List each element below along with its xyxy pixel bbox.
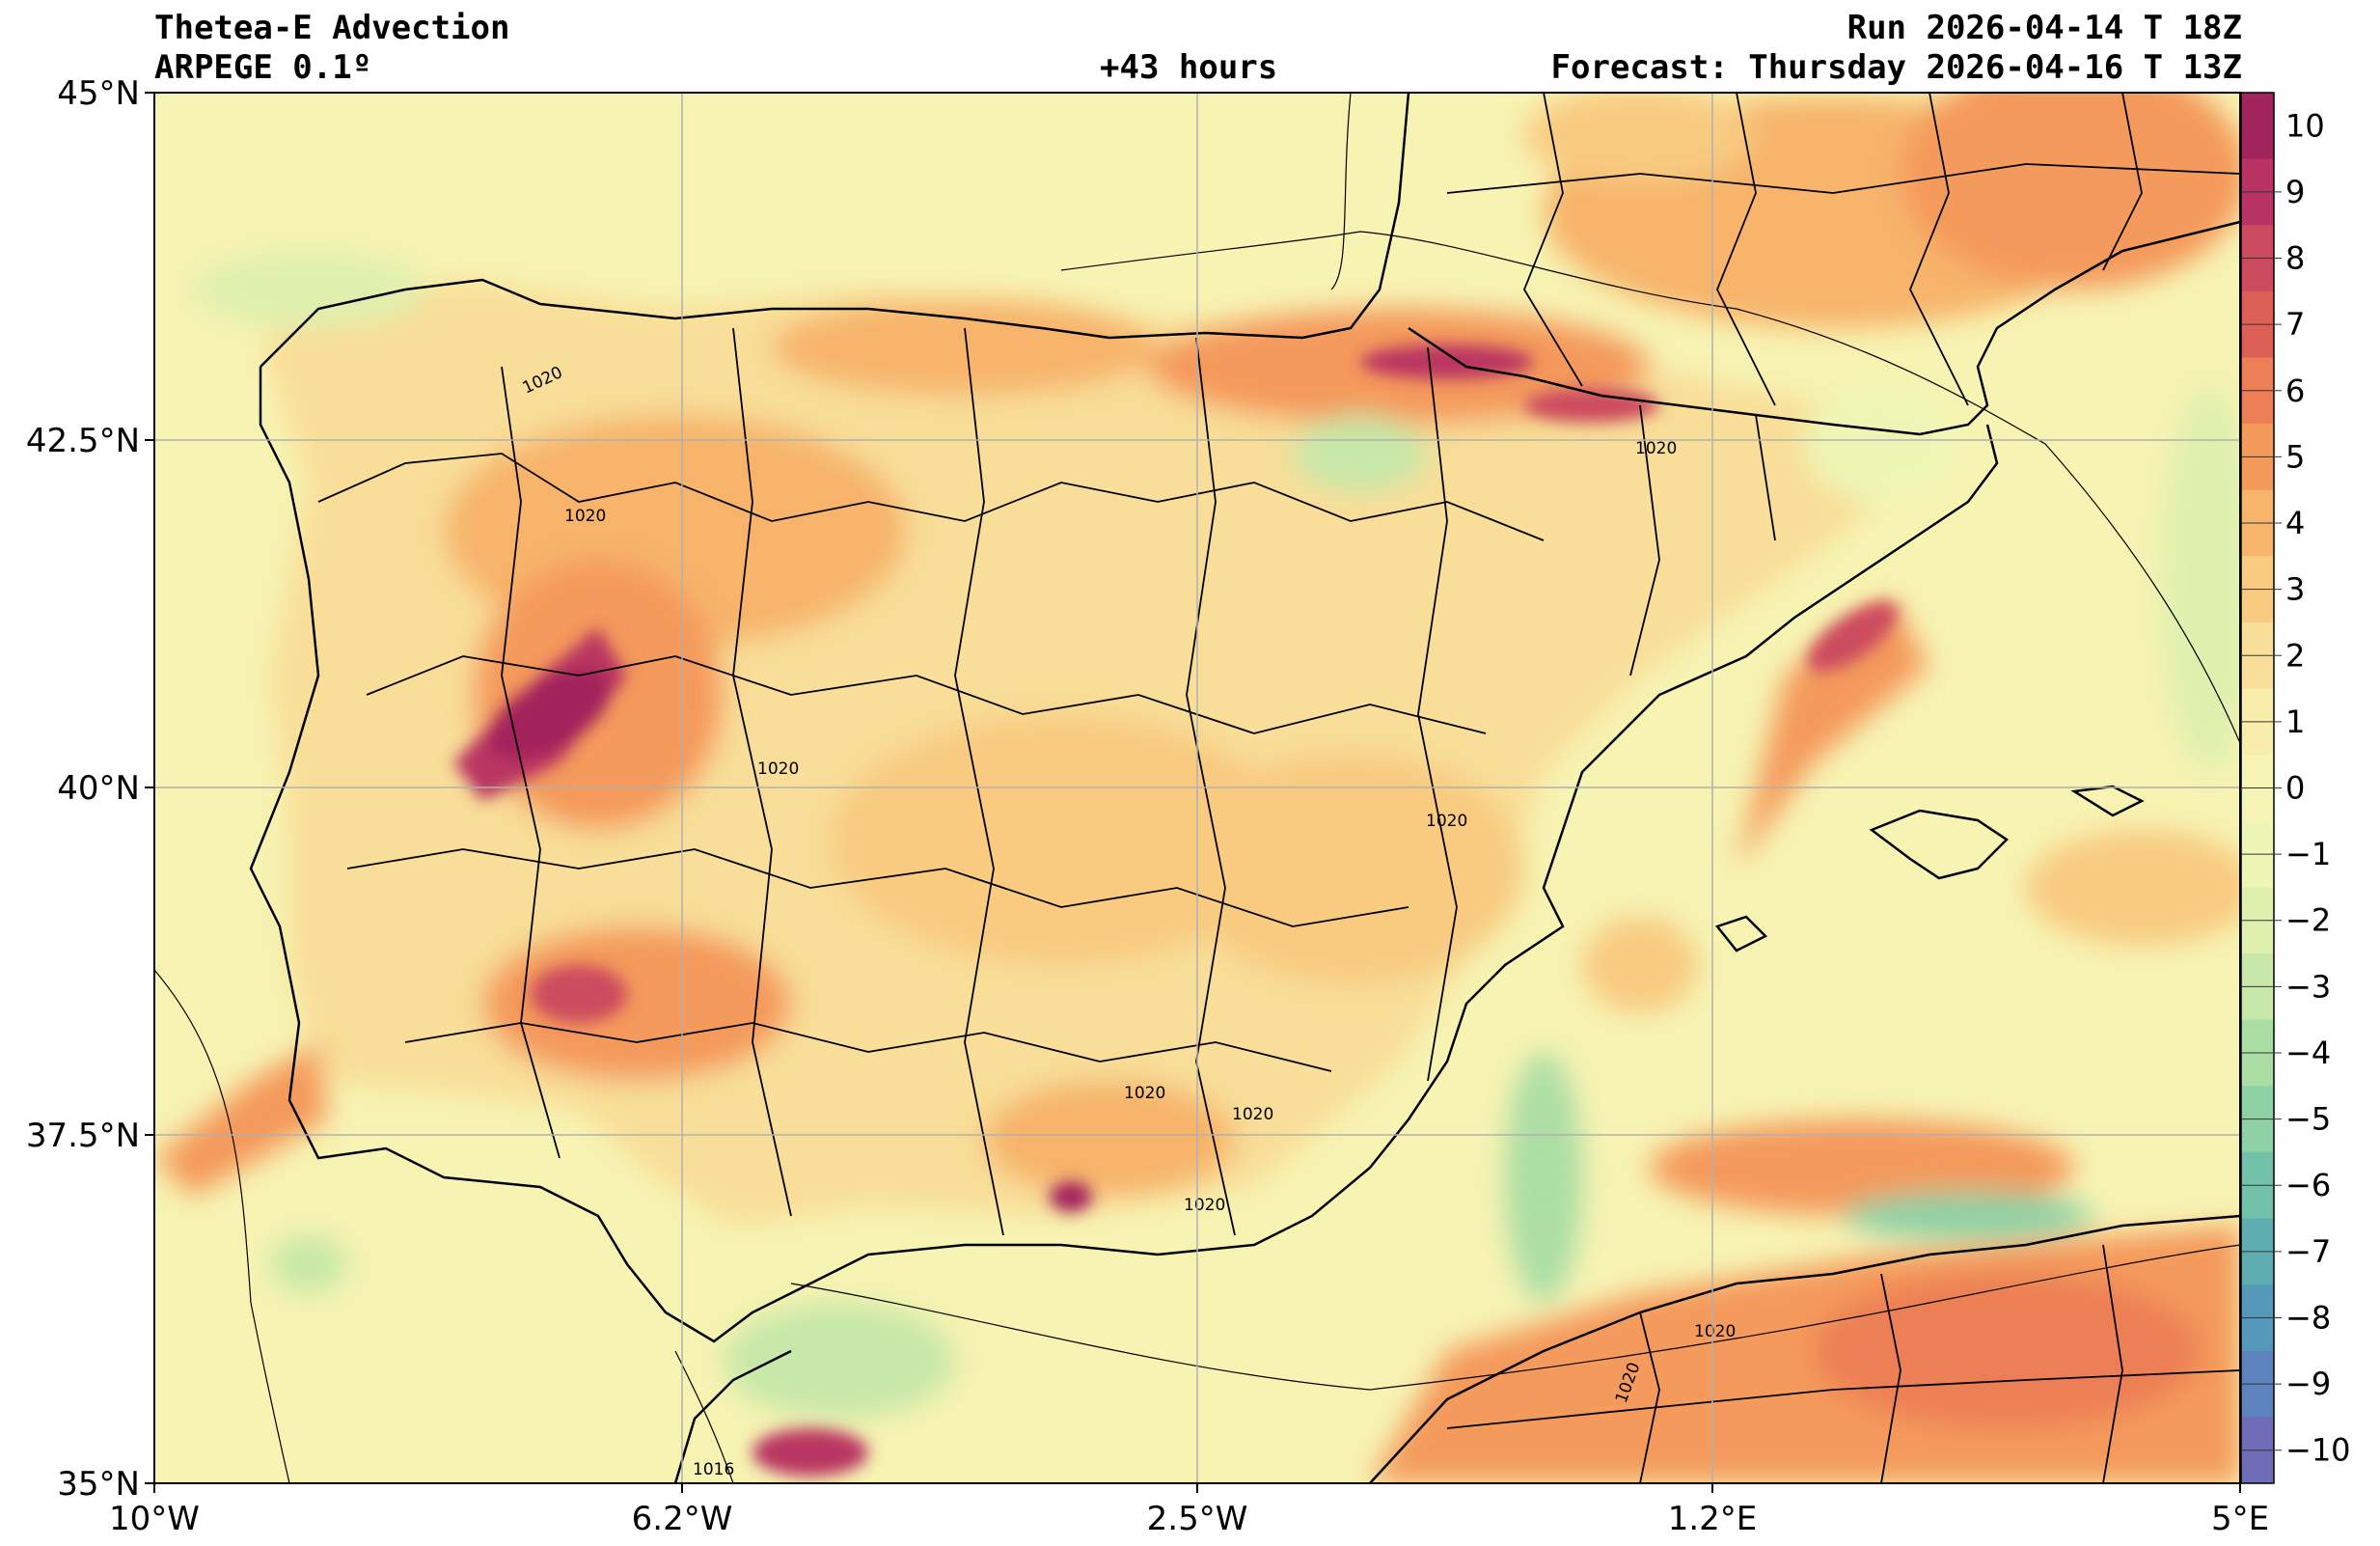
- colorbar-tick-label: 10: [2285, 107, 2325, 144]
- longitude-labels: 10°W 6.2°W 2.5°W 1.2°E 5°E: [109, 1500, 2269, 1538]
- colorbar-tick-label: −1: [2285, 836, 2331, 872]
- colorbar-tick-label: −3: [2285, 968, 2331, 1005]
- isobar-label: 1020: [564, 507, 606, 526]
- coastline: [249, 93, 2240, 1483]
- isobar-label: 1020: [757, 759, 799, 779]
- model-name: ARPEGE 0.1º: [154, 48, 372, 87]
- isobar-label: 1020: [1232, 1105, 1273, 1124]
- colorbar-tick-label: 0: [2285, 770, 2305, 807]
- isobar-label: 1020: [1184, 1196, 1225, 1215]
- map-title: Thetea-E Advection: [154, 9, 510, 47]
- lon-label: 6.2°W: [632, 1500, 733, 1538]
- colorbar-tick-label: −5: [2285, 1101, 2331, 1138]
- isobar-label: 1020: [1694, 1322, 1736, 1341]
- colorbar-tick-label: 2: [2285, 637, 2305, 674]
- colorbar-tick-label: −7: [2285, 1233, 2331, 1270]
- isobar-label: 1020: [1426, 812, 1467, 831]
- forecast-time: Forecast: Thursday 2026-04-16 T 13Z: [1550, 48, 2242, 87]
- axis-ticks: [145, 92, 2241, 1493]
- lon-label: 10°W: [109, 1500, 200, 1538]
- lat-label: 42.5°N: [26, 422, 140, 460]
- colorbar-tick-label: 4: [2285, 505, 2305, 541]
- lon-label: 1.2°E: [1668, 1500, 1758, 1538]
- run-time: Run 2026-04-14 T 18Z: [1847, 9, 2242, 47]
- advection-field: [154, 93, 2240, 1483]
- lead-time: +43 hours: [1100, 48, 1278, 87]
- colorbar-segment: [2241, 93, 2274, 160]
- colorbar-tick-label: 3: [2285, 571, 2305, 608]
- colorbar-tick-label: 5: [2285, 438, 2305, 475]
- colorbar-tick-label: −6: [2285, 1167, 2331, 1203]
- latitude-labels: 45°N 42.5°N 40°N 37.5°N 35°N: [26, 74, 140, 1504]
- colorbar-tick-label: 6: [2285, 373, 2305, 409]
- colorbar-tick-label: −8: [2285, 1299, 2331, 1336]
- isobar-label: 1020: [1635, 439, 1677, 458]
- isobars: [154, 93, 2240, 1483]
- lat-label: 37.5°N: [26, 1117, 140, 1155]
- colorbar-tick-label: −10: [2285, 1432, 2351, 1469]
- isobar-label: 1016: [693, 1460, 734, 1479]
- colorbar-tick-label: −2: [2285, 902, 2331, 939]
- gridlines: [154, 93, 2240, 1483]
- colorbar-tick-label: 1: [2285, 704, 2305, 740]
- colorbar-tick-label: −4: [2285, 1035, 2331, 1071]
- colorbar-tick-label: −9: [2285, 1366, 2331, 1402]
- lon-label: 2.5°W: [1147, 1500, 1248, 1538]
- colorbar-tick-label: 7: [2285, 306, 2305, 343]
- admin-borders: [317, 93, 2240, 1483]
- lat-label: 45°N: [57, 74, 140, 113]
- isobar-label: 1020: [1124, 1084, 1165, 1103]
- lat-label: 35°N: [57, 1465, 140, 1504]
- lat-label: 40°N: [57, 769, 140, 808]
- lon-label: 5°E: [2211, 1500, 2269, 1538]
- colorbar-tick-label: 8: [2285, 240, 2305, 277]
- colorbar-tick-label: 9: [2285, 174, 2305, 210]
